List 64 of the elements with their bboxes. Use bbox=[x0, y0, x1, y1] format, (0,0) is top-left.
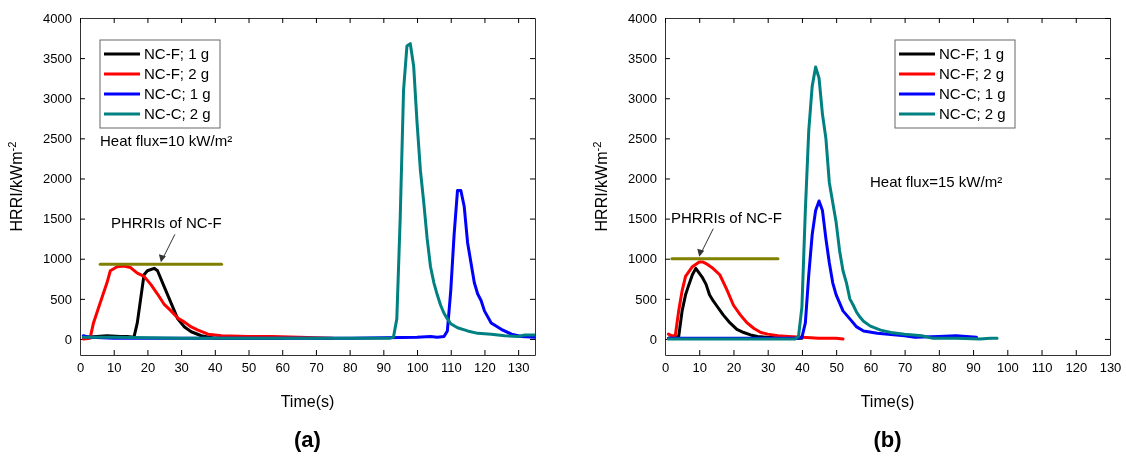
legend-label: NC-C; 1 g bbox=[939, 85, 1006, 102]
y-tick-label: 2000 bbox=[628, 171, 657, 187]
annotation: Heat flux=10 kW/m² bbox=[100, 132, 233, 150]
y-tick-label: 0 bbox=[649, 331, 657, 347]
y-tick-label: 1500 bbox=[43, 211, 72, 227]
x-axis-title: Time(s) bbox=[860, 393, 915, 410]
x-tick-label: 110 bbox=[1031, 360, 1053, 376]
text: (b) bbox=[873, 427, 902, 452]
y-tick-label: 3500 bbox=[628, 50, 657, 66]
x-tick-label: 80 bbox=[342, 360, 358, 376]
legend-label: NC-C; 1 g bbox=[144, 85, 211, 102]
y-tick-label: 3000 bbox=[628, 90, 657, 106]
x-tick-label: 20 bbox=[726, 360, 742, 376]
x-tick-label: 20 bbox=[140, 360, 156, 376]
x-tick-label: 90 bbox=[376, 360, 392, 376]
x-tick-label: 80 bbox=[932, 360, 947, 376]
y-tick-label: 2500 bbox=[43, 131, 72, 147]
x-tick-label: 130 bbox=[507, 360, 530, 376]
y-tick-label: 0 bbox=[64, 331, 72, 347]
x-tick-label: 30 bbox=[174, 360, 189, 376]
x-tick-label: 120 bbox=[474, 360, 496, 376]
x-tick-label: 100 bbox=[996, 360, 1019, 376]
y-tick-label: 500 bbox=[635, 291, 657, 307]
y-tick-label: 1500 bbox=[628, 211, 657, 227]
legend-label: NC-F; 2 g bbox=[939, 65, 1005, 82]
x-tick-label: 40 bbox=[795, 360, 810, 376]
annotation: PHRRIs of NC-F bbox=[671, 208, 782, 226]
annotation: Heat flux=15 kW/m² bbox=[870, 172, 1003, 190]
x-tick-label: 0 bbox=[661, 360, 670, 376]
x-tick-label: 110 bbox=[440, 360, 462, 376]
y-tick-label: 4000 bbox=[628, 10, 657, 26]
x-tick-label: 100 bbox=[406, 360, 429, 376]
y-tick-label: 1000 bbox=[628, 251, 657, 267]
x-tick-label: 10 bbox=[692, 360, 707, 376]
y-tick-label: 4000 bbox=[43, 10, 72, 26]
x-tick-label: 70 bbox=[309, 360, 324, 376]
legend-label: NC-F; 2 g bbox=[144, 65, 210, 82]
legend-label: NC-F; 1 g bbox=[144, 45, 210, 62]
x-tick-label: 50 bbox=[241, 360, 257, 376]
x-tick-label: 0 bbox=[76, 360, 85, 376]
x-tick-label: 40 bbox=[208, 360, 223, 376]
legend-label: NC-F; 1 g bbox=[939, 45, 1005, 62]
x-tick-label: 30 bbox=[760, 360, 776, 376]
x-tick-label: 120 bbox=[1065, 360, 1088, 376]
line-series bbox=[666, 260, 845, 341]
x-tick-label: 10 bbox=[106, 360, 122, 376]
x-tick-label: 70 bbox=[897, 360, 913, 376]
y-tick-label: 1000 bbox=[43, 251, 72, 267]
y-tick-label: 2500 bbox=[628, 131, 657, 147]
x-axis-title: Time(s) bbox=[280, 393, 335, 410]
line-series bbox=[81, 42, 535, 340]
x-tick-label: 60 bbox=[863, 360, 879, 376]
y-tick-label: 3500 bbox=[43, 50, 72, 66]
x-tick-label: 60 bbox=[275, 360, 290, 376]
y-tick-label: 500 bbox=[50, 291, 72, 307]
text: (a) bbox=[294, 427, 321, 452]
annotation: PHRRIs of NC-F bbox=[110, 214, 222, 232]
y-tick-label: 2000 bbox=[43, 171, 72, 187]
x-tick-label: 90 bbox=[966, 360, 981, 376]
x-tick-label: 50 bbox=[829, 360, 844, 376]
y-tick-label: 3000 bbox=[43, 90, 72, 106]
legend-label: NC-C; 2 g bbox=[144, 105, 211, 122]
legend-label: NC-C; 2 g bbox=[939, 105, 1006, 122]
x-tick-label: 130 bbox=[1099, 360, 1122, 376]
